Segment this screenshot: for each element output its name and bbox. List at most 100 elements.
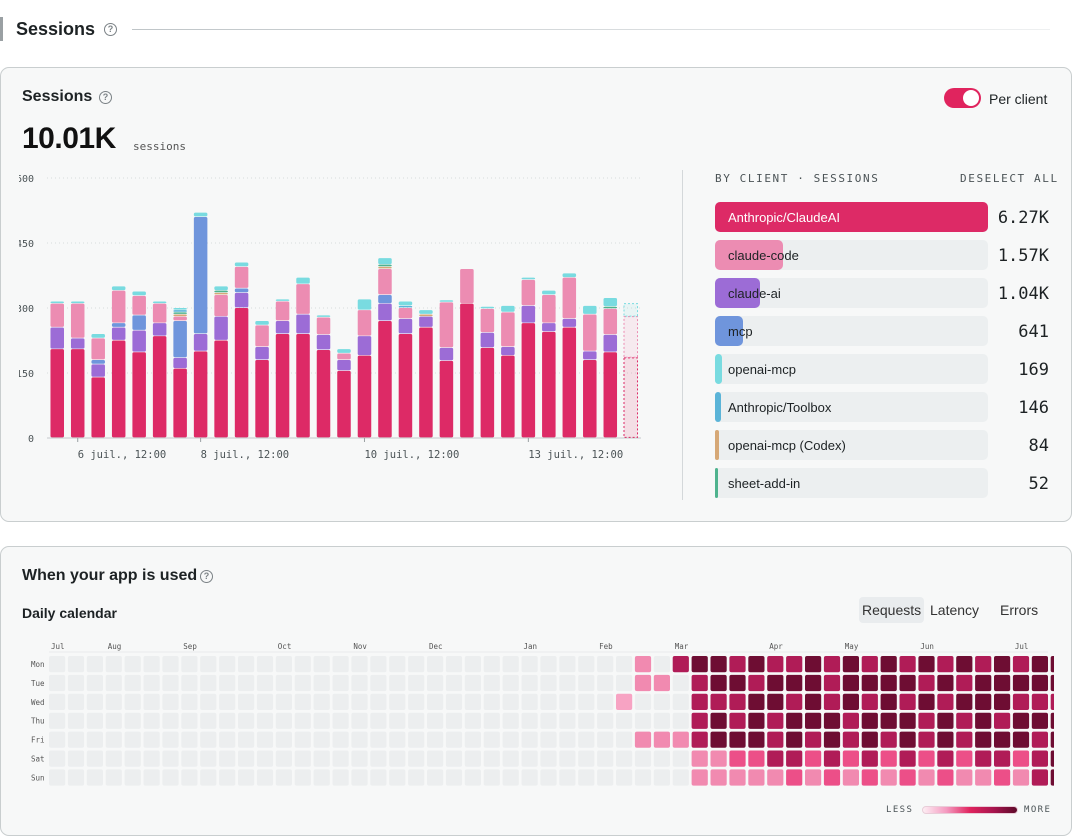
calendar-day-cell[interactable] xyxy=(427,750,444,767)
calendar-day-cell[interactable] xyxy=(540,731,557,748)
bar-segment[interactable] xyxy=(173,368,187,438)
calendar-day-cell[interactable] xyxy=(1012,769,1030,786)
calendar-day-cell[interactable] xyxy=(559,769,576,786)
calendar-day-cell[interactable] xyxy=(805,769,822,786)
bar-segment[interactable] xyxy=(521,323,536,438)
calendar-day-cell[interactable] xyxy=(578,656,595,673)
bar-segment[interactable] xyxy=(173,316,187,321)
bar-segment[interactable] xyxy=(603,308,618,335)
bar-segment[interactable] xyxy=(70,349,85,438)
bar-segment[interactable] xyxy=(214,340,228,438)
calendar-day-cell[interactable] xyxy=(710,674,727,692)
calendar-day-cell[interactable] xyxy=(124,731,141,748)
client-row[interactable]: claude-code 1.57K xyxy=(715,240,1049,270)
bar-segment[interactable] xyxy=(255,360,269,438)
calendar-day-cell[interactable] xyxy=(559,750,576,767)
calendar-day-cell[interactable] xyxy=(256,750,274,767)
calendar-day-cell[interactable] xyxy=(729,769,746,786)
bar-segment[interactable] xyxy=(439,302,454,348)
calendar-day-cell[interactable] xyxy=(880,712,897,729)
calendar-day-cell[interactable] xyxy=(578,693,595,710)
calendar-day-cell[interactable] xyxy=(389,656,406,673)
calendar-day-cell[interactable] xyxy=(1031,674,1048,692)
calendar-day-cell[interactable] xyxy=(483,693,500,710)
calendar-day-cell[interactable] xyxy=(370,693,387,710)
bar-segment[interactable] xyxy=(214,290,228,293)
calendar-day-cell[interactable] xyxy=(162,731,179,748)
calendar-day-cell[interactable] xyxy=(653,712,670,729)
calendar-day-cell[interactable] xyxy=(748,656,765,673)
calendar-day-cell[interactable] xyxy=(842,731,859,748)
calendar-day-cell[interactable] xyxy=(313,769,330,786)
client-row[interactable]: sheet-add-in 52 xyxy=(715,468,1049,498)
calendar-day-cell[interactable] xyxy=(67,731,85,748)
bar-segment[interactable] xyxy=(70,338,85,349)
calendar-day-cell[interactable] xyxy=(105,674,122,692)
calendar-day-cell[interactable] xyxy=(748,769,765,786)
bar-segment[interactable] xyxy=(91,334,105,338)
calendar-day-cell[interactable] xyxy=(351,750,368,767)
calendar-day-cell[interactable] xyxy=(880,731,897,748)
calendar-day-cell[interactable] xyxy=(294,656,311,673)
bar-segment[interactable] xyxy=(501,355,515,438)
bar-segment[interactable] xyxy=(316,350,331,438)
calendar-day-cell[interactable] xyxy=(597,674,614,692)
calendar-day-cell[interactable] xyxy=(842,656,859,673)
bar-segment[interactable] xyxy=(480,347,495,438)
calendar-day-cell[interactable] xyxy=(805,712,822,729)
calendar-day-cell[interactable] xyxy=(389,674,406,692)
calendar-day-cell[interactable] xyxy=(86,750,103,767)
calendar-day-cell[interactable] xyxy=(143,731,160,748)
calendar-day-cell[interactable] xyxy=(427,674,444,692)
bar-segment[interactable] xyxy=(275,321,290,334)
calendar-day-cell[interactable] xyxy=(408,769,425,786)
calendar-day-cell[interactable] xyxy=(332,731,349,748)
calendar-day-cell[interactable] xyxy=(275,731,292,748)
calendar-day-cell[interactable] xyxy=(710,656,727,673)
calendar-day-cell[interactable] xyxy=(767,693,784,710)
calendar-day-cell[interactable] xyxy=(597,656,614,673)
bar-segment[interactable] xyxy=(501,312,515,347)
calendar-day-cell[interactable] xyxy=(294,674,311,692)
calendar-day-cell[interactable] xyxy=(729,693,746,710)
calendar-day-cell[interactable] xyxy=(691,693,708,710)
client-row[interactable]: openai-mcp 169 xyxy=(715,354,1049,384)
calendar-day-cell[interactable] xyxy=(256,731,274,748)
calendar-day-cell[interactable] xyxy=(389,769,406,786)
bar-segment[interactable] xyxy=(439,300,454,302)
calendar-day-cell[interactable] xyxy=(880,769,897,786)
bar-segment[interactable] xyxy=(275,334,290,438)
calendar-day-cell[interactable] xyxy=(1050,656,1054,673)
calendar-day-cell[interactable] xyxy=(880,750,897,767)
calendar-day-cell[interactable] xyxy=(502,769,519,786)
calendar-day-cell[interactable] xyxy=(842,769,859,786)
calendar-day-cell[interactable] xyxy=(748,712,765,729)
bar-segment[interactable] xyxy=(50,301,65,304)
calendar-day-cell[interactable] xyxy=(767,656,784,673)
calendar-day-cell[interactable] xyxy=(672,674,689,692)
calendar-day-cell[interactable] xyxy=(994,693,1011,710)
calendar-day-cell[interactable] xyxy=(124,750,141,767)
bar-segment[interactable] xyxy=(357,355,372,438)
calendar-day-cell[interactable] xyxy=(616,674,633,692)
calendar-day-cell[interactable] xyxy=(729,656,746,673)
calendar-day-cell[interactable] xyxy=(427,712,444,729)
calendar-day-cell[interactable] xyxy=(710,750,727,767)
calendar-day-cell[interactable] xyxy=(540,750,557,767)
calendar-day-cell[interactable] xyxy=(256,656,274,673)
calendar-day-cell[interactable] xyxy=(994,731,1011,748)
calendar-day-cell[interactable] xyxy=(351,656,368,673)
calendar-day-cell[interactable] xyxy=(616,656,633,673)
calendar-day-cell[interactable] xyxy=(445,656,463,673)
bar-segment[interactable] xyxy=(275,301,290,321)
calendar-day-cell[interactable] xyxy=(1031,769,1048,786)
calendar-day-cell[interactable] xyxy=(200,693,217,710)
calendar-day-cell[interactable] xyxy=(937,750,954,767)
calendar-day-cell[interactable] xyxy=(672,656,689,673)
calendar-day-cell[interactable] xyxy=(408,731,425,748)
calendar-day-cell[interactable] xyxy=(370,674,387,692)
calendar-day-cell[interactable] xyxy=(767,769,784,786)
bar-segment[interactable] xyxy=(316,317,331,335)
calendar-day-cell[interactable] xyxy=(880,656,897,673)
calendar-day-cell[interactable] xyxy=(597,712,614,729)
